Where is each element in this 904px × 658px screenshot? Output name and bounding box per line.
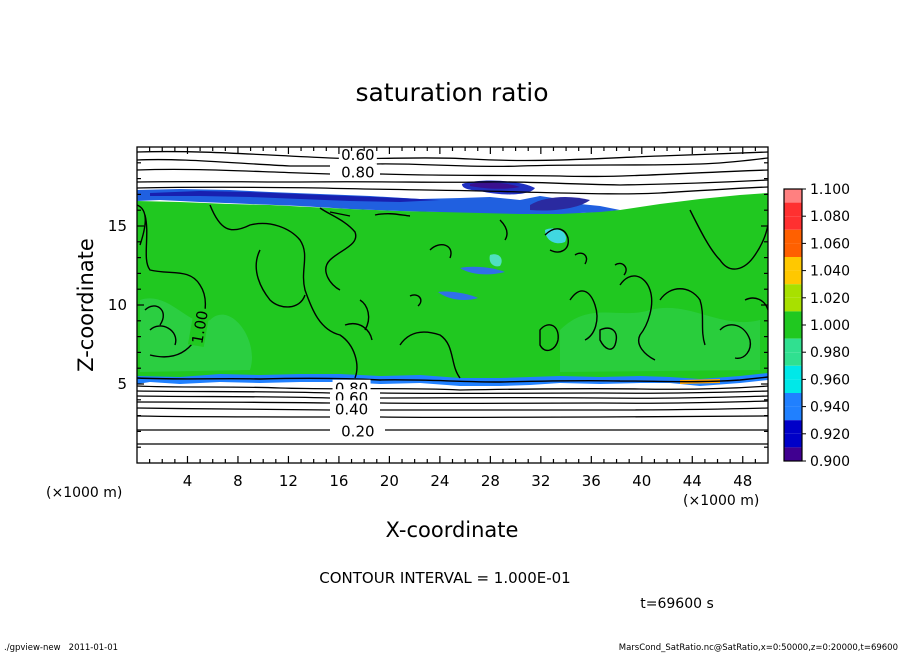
x-tick-label: 4 [183,472,193,490]
colorbar: 1.100 1.080 1.060 1.040 1.020 1.000 0.980 0.960… [783,182,850,470]
colorbar-label: 1.040 [810,264,850,280]
saturation-field-blue-patch [438,291,478,300]
y-unit-label: (×1000 m) [46,485,122,501]
x-unit-label: (×1000 m) [683,493,759,509]
x-tick-label: 8 [233,472,243,490]
saturation-field-blob [530,197,590,211]
y-axis: 5 10 15 [108,162,768,448]
colorbar-swatch [784,257,802,271]
colorbar-label: 1.020 [810,291,850,307]
contour-label-knockout [338,147,377,162]
y-tick-label: 10 [108,296,127,314]
colorbar-swatch [784,406,802,421]
colorbar-swatch [784,297,802,312]
contour-label-knockout [332,400,371,417]
colorbar-label: 0.900 [810,454,850,470]
colorbar-swatch [784,365,802,380]
contour-label: 1.00 [187,306,212,348]
y-tick-label: 5 [117,375,127,393]
saturation-field-blue-bottom [137,373,768,386]
x-tick-label: 24 [430,472,449,490]
colorbar-swatch [784,420,802,434]
colorbar-swatch [784,325,802,339]
saturation-field-cyan-patch [545,228,566,244]
x-tick-label: 44 [683,472,702,490]
colorbar-swatch [784,202,802,217]
colorbar-swatch [784,189,802,203]
colorbar-swatch [784,447,802,461]
chart-title: saturation ratio [355,78,548,107]
contours-lower [137,385,768,445]
contour-label-knockout [187,306,211,348]
footer-right: MarsCond_SatRatio.nc@SatRatio,x=0:50000,… [619,643,898,653]
colorbar-label: 1.060 [810,236,850,252]
y-axis-label: Z-coordinate [74,238,98,372]
colorbar-label: 0.920 [810,427,850,443]
plot-area: 0.600.801.000.800.600.400.20 [137,146,768,463]
colorbar-label: 1.100 [810,182,850,198]
colorbar-label: 0.940 [810,400,850,416]
contour-label-text: 0.60 [341,146,374,164]
contour-label-text: 0.40 [335,400,368,418]
x-tick-label: 40 [632,472,651,490]
contours-interior [137,204,768,383]
y-tick-label: 15 [108,217,127,235]
colorbar-swatch [784,338,802,353]
contour-interval-text: CONTOUR INTERVAL = 1.000E-01 [319,569,570,587]
colorbar-swatch [784,243,802,257]
colorbar-swatch [784,433,802,448]
x-axis: 4 8 12 16 20 24 28 32 36 40 44 48 [149,147,756,490]
x-tick-label: 28 [481,472,500,490]
contour-label-text: 0.80 [341,163,374,181]
contour-labels: 0.600.801.000.800.600.400.20 [187,146,377,440]
contour-label: 0.60 [338,146,377,164]
footer-left: ./gpview-new 2011-01-01 [4,643,118,653]
contour-label-knockout [338,163,377,180]
x-tick-label: 36 [582,472,601,490]
contour-label: 0.20 [338,422,377,440]
contour-label: 0.40 [332,400,371,418]
x-tick-label: 48 [733,472,752,490]
colorbar-swatch [784,216,802,230]
saturation-field-darkblue-top [150,191,440,202]
colorbar-swatch [784,229,802,244]
colorbar-label: 1.000 [810,318,850,334]
colorbar-swatch [784,270,802,285]
colorbar-label: 1.080 [810,209,850,225]
saturation-field-blue-patch [460,266,505,275]
x-tick-label: 12 [279,472,298,490]
colorbar-swatch [784,311,802,325]
colorbar-label: 0.980 [810,345,850,361]
colorbar-swatch [784,284,802,298]
contours-upper [137,150,768,195]
x-axis-label: X-coordinate [386,518,519,542]
colorbar-swatch [784,352,802,366]
contour-label-knockout [338,422,377,439]
contour-label-text: 0.20 [341,422,374,440]
x-tick-label: 16 [329,472,348,490]
contour-label: 0.80 [338,163,377,181]
saturation-field-cyan-patch [489,254,502,267]
colorbar-label: 0.960 [810,372,850,388]
saturation-field-blob [470,182,520,189]
colorbar-swatch [784,393,802,407]
x-tick-label: 32 [531,472,550,490]
time-text: t=69600 s [640,596,714,612]
colorbar-swatch [784,379,802,393]
x-tick-label: 20 [380,472,399,490]
contour-label-text: 1.00 [188,309,212,345]
saturation-field-light [560,307,760,372]
